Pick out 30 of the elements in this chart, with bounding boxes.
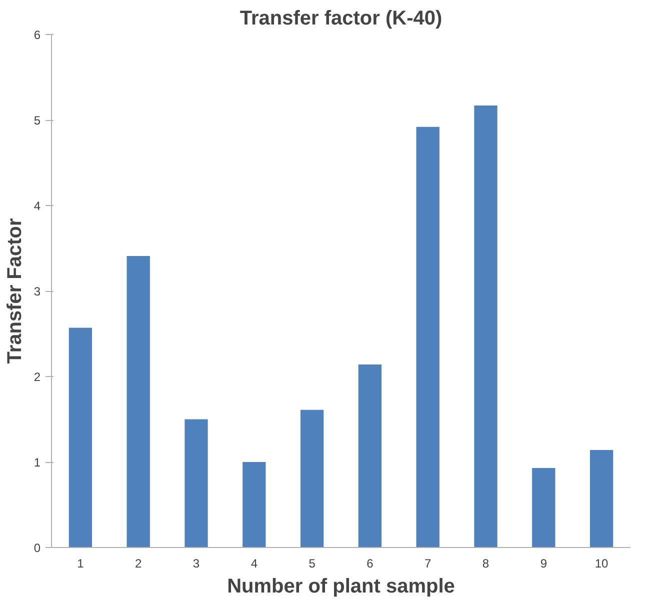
- y-tick-label: 5: [34, 114, 41, 128]
- bar: [358, 364, 382, 548]
- x-tick-label: 8: [482, 556, 490, 570]
- bar: [184, 419, 208, 548]
- x-tick-label: 2: [135, 556, 142, 570]
- bar: [416, 126, 440, 548]
- bar: [68, 328, 92, 548]
- bar: [126, 256, 150, 548]
- bar: [242, 462, 266, 548]
- bar: [300, 410, 324, 548]
- bar: [590, 450, 614, 548]
- y-tick-label: 4: [34, 199, 41, 213]
- x-tick-label: 5: [308, 556, 316, 570]
- x-tick-label: 9: [540, 556, 548, 570]
- x-tick-label: 6: [366, 556, 374, 570]
- x-tick-label: 7: [424, 556, 432, 570]
- y-tick-label: 1: [34, 456, 41, 470]
- x-axis-title: Number of plant sample: [227, 576, 455, 598]
- y-tick-label: 0: [34, 541, 41, 555]
- y-tick-label: 6: [34, 28, 41, 42]
- chart-title: Transfer factor (K-40): [240, 8, 442, 30]
- x-tick-label: 1: [77, 556, 84, 570]
- bar: [474, 105, 498, 548]
- y-axis-title: Transfer Factor: [4, 218, 26, 364]
- x-tick-label: 3: [192, 556, 200, 570]
- x-tick-label: 10: [594, 556, 609, 570]
- y-tick-label: 3: [34, 284, 41, 298]
- bar: [532, 468, 556, 548]
- x-tick-label: 4: [250, 556, 258, 570]
- y-tick-label: 2: [34, 370, 41, 384]
